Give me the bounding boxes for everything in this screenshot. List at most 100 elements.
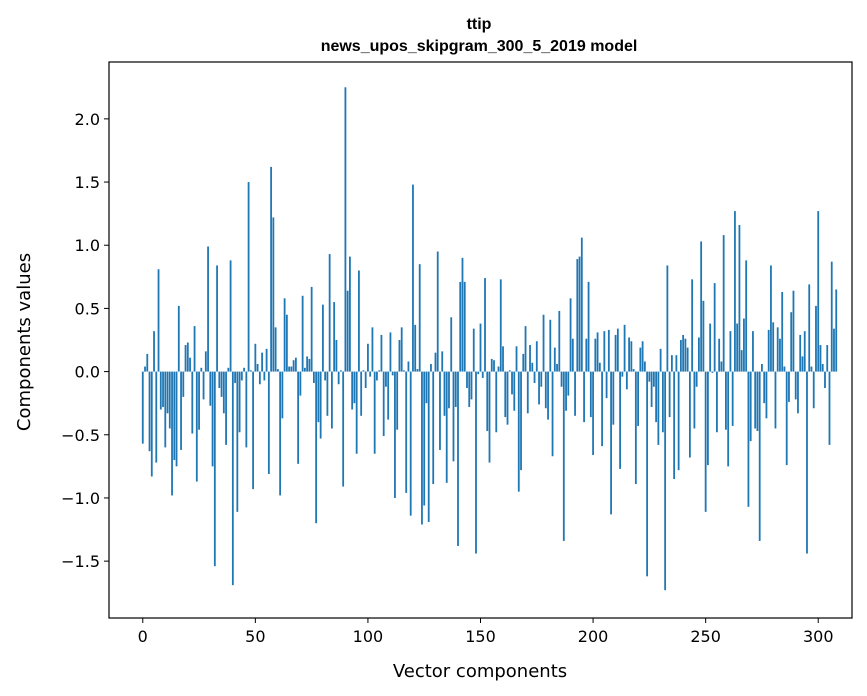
- bar-19: [184, 345, 187, 372]
- bar-82: [326, 371, 329, 416]
- bar-190: [569, 298, 572, 372]
- bar-115: [400, 327, 403, 372]
- bar-288: [790, 312, 793, 372]
- bar-102: [371, 327, 374, 372]
- bar-49: [252, 371, 254, 490]
- bar-213: [621, 371, 624, 377]
- bar-243: [688, 371, 691, 458]
- bar-249: [702, 300, 705, 372]
- bar-129: [432, 371, 435, 485]
- bar-253: [711, 371, 714, 373]
- bar-57: [270, 166, 273, 372]
- bar-221: [639, 347, 642, 372]
- bar-235: [670, 355, 673, 372]
- bar-291: [797, 371, 799, 414]
- bar-157: [495, 371, 498, 433]
- bar-292: [799, 334, 802, 372]
- bar-143: [463, 281, 466, 372]
- bar-112: [394, 371, 396, 498]
- chart-title: ttip: [467, 16, 492, 33]
- x-tick-label-200: 200: [578, 627, 609, 646]
- bar-193: [576, 259, 579, 372]
- bar-41: [234, 371, 236, 383]
- bar-222: [641, 341, 644, 372]
- bar-101: [369, 371, 372, 377]
- bar-173: [531, 362, 534, 372]
- bar-262: [731, 371, 734, 426]
- bar-38: [227, 367, 230, 372]
- bar-92: [349, 256, 351, 372]
- bar-229: [657, 371, 660, 445]
- bar-281: [774, 371, 777, 429]
- bar-27: [202, 371, 205, 400]
- y-tick-label-6: 1.5: [75, 173, 100, 192]
- bar-274: [758, 371, 761, 541]
- bar-218: [632, 369, 635, 372]
- bar-63: [283, 298, 286, 372]
- bar-45: [243, 367, 245, 372]
- bar-118: [407, 361, 410, 372]
- bar-195: [580, 237, 583, 372]
- bar-55: [265, 348, 268, 372]
- bar-85: [333, 302, 336, 372]
- y-tick-label-2: −0.5: [61, 426, 100, 445]
- y-tick-label-0: −1.5: [61, 552, 100, 571]
- bar-277: [765, 371, 768, 419]
- bar-17: [180, 371, 182, 450]
- bar-168: [520, 371, 522, 471]
- bar-283: [779, 338, 781, 372]
- bar-201: [594, 338, 597, 372]
- bar-66: [290, 366, 293, 372]
- bar-154: [488, 371, 491, 463]
- bar-142: [461, 257, 464, 372]
- bar-109: [387, 371, 390, 420]
- bar-32: [213, 371, 216, 567]
- bar-286: [785, 371, 788, 466]
- bar-6: [155, 371, 158, 463]
- bar-194: [578, 256, 581, 372]
- bar-233: [666, 265, 669, 372]
- bar-172: [529, 345, 531, 372]
- bar-128: [430, 364, 432, 372]
- bar-155: [490, 358, 493, 372]
- bar-145: [468, 371, 471, 407]
- bar-119: [409, 371, 412, 516]
- bar-282: [776, 327, 779, 372]
- bar-153: [486, 371, 489, 431]
- bar-121: [414, 324, 417, 372]
- bar-256: [718, 338, 721, 372]
- bar-93: [351, 371, 354, 410]
- bar-236: [673, 371, 676, 479]
- bar-271: [752, 331, 754, 372]
- bar-210: [614, 334, 617, 372]
- x-tick-label-150: 150: [465, 627, 496, 646]
- bar-179: [544, 371, 547, 409]
- bar-302: [821, 364, 824, 372]
- bar-36: [222, 371, 225, 414]
- bar-150: [479, 323, 482, 372]
- bar-209: [612, 371, 615, 425]
- bar-181: [549, 319, 552, 372]
- bar-104: [376, 371, 378, 381]
- bar-15: [175, 371, 178, 467]
- bar-225: [648, 371, 651, 382]
- bar-96: [358, 270, 360, 372]
- y-tick-label-4: 0.5: [75, 299, 100, 318]
- bar-21: [189, 357, 191, 372]
- bar-160: [502, 346, 504, 372]
- bar-147: [472, 328, 475, 372]
- bar-25: [198, 371, 200, 430]
- bar-159: [499, 279, 502, 372]
- bar-124: [421, 371, 423, 525]
- bar-125: [423, 371, 426, 506]
- bar-211: [616, 328, 619, 372]
- bar-132: [439, 371, 441, 450]
- bar-9: [162, 371, 164, 407]
- bar-267: [743, 318, 745, 372]
- bar-198: [587, 281, 590, 372]
- bar-149: [477, 371, 480, 375]
- bar-196: [583, 371, 585, 423]
- bar-202: [596, 332, 599, 372]
- bar-252: [709, 323, 712, 372]
